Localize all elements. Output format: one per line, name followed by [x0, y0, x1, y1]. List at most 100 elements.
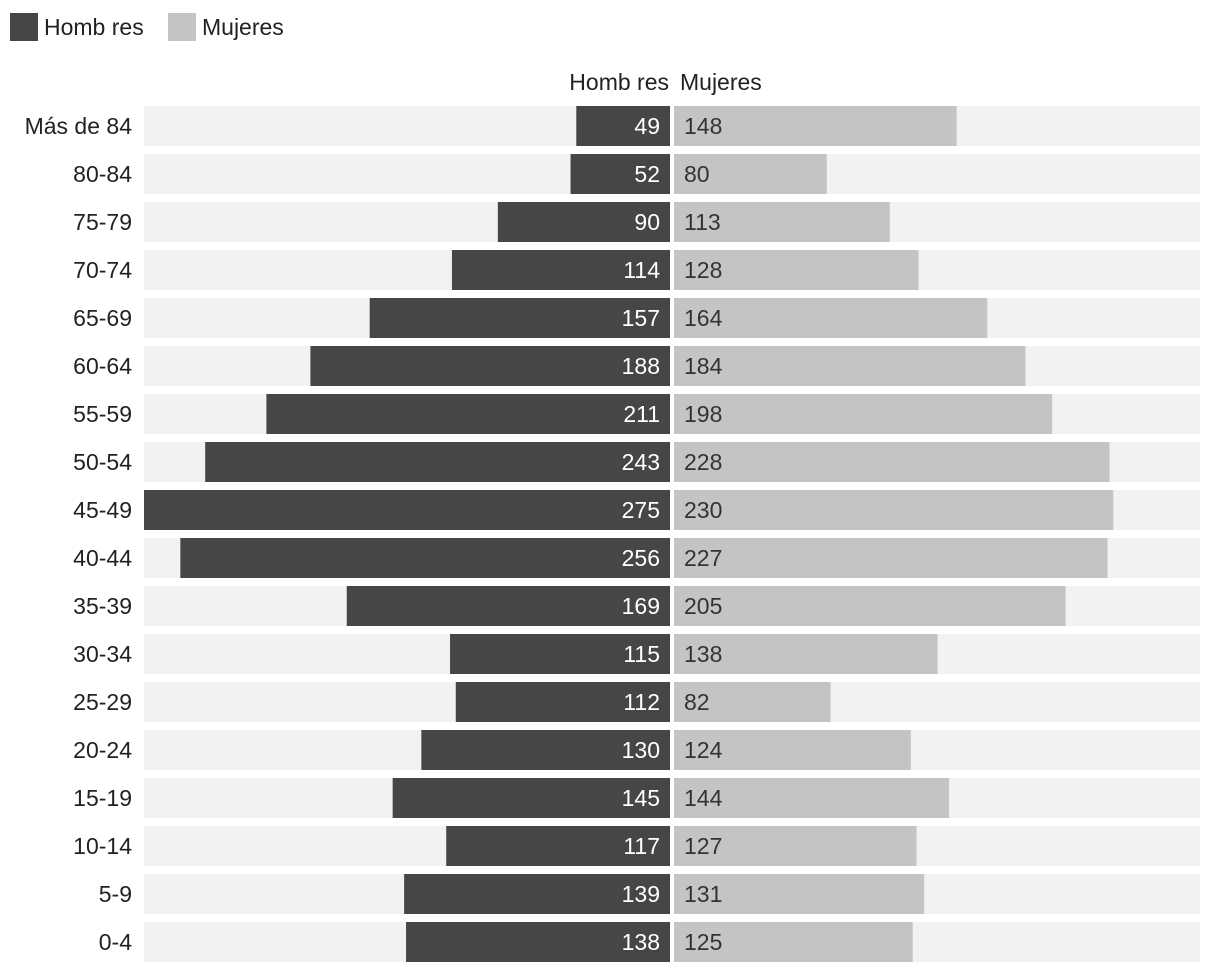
category-label: 20-24 — [73, 737, 132, 763]
legend-label-men: Homb res — [44, 14, 144, 40]
pyramid-row: 20-24 130 124 — [73, 730, 1200, 770]
bar-men[interactable] — [497, 202, 670, 242]
bar-men[interactable] — [421, 730, 670, 770]
bar-women[interactable] — [674, 394, 1053, 434]
value-label-men: 90 — [634, 209, 660, 235]
category-label: 65-69 — [73, 305, 132, 331]
bar-women[interactable] — [674, 874, 925, 914]
bar-men[interactable] — [392, 778, 670, 818]
value-label-men: 243 — [622, 449, 660, 475]
value-label-men: 115 — [623, 641, 660, 667]
column-header-women: Mujeres — [680, 69, 762, 95]
value-label-men: 49 — [634, 113, 660, 139]
value-label-women: 80 — [684, 161, 710, 187]
value-label-women: 144 — [684, 785, 723, 811]
bar-men[interactable] — [446, 826, 670, 866]
value-label-women: 227 — [684, 545, 722, 571]
legend-label-women: Mujeres — [202, 14, 284, 40]
bar-women[interactable] — [674, 154, 827, 194]
bar-women[interactable] — [674, 250, 919, 290]
pyramid-row: 15-19 145 144 — [73, 778, 1200, 818]
bar-men[interactable] — [310, 346, 670, 386]
category-label: 5-9 — [99, 881, 132, 907]
value-label-women: 164 — [684, 305, 723, 331]
bar-women[interactable] — [674, 538, 1108, 578]
bar-women[interactable] — [674, 490, 1114, 530]
value-label-women: 113 — [684, 209, 721, 235]
bar-women[interactable] — [674, 826, 917, 866]
value-label-men: 188 — [622, 353, 660, 379]
legend-entry-men[interactable]: Homb res — [10, 13, 144, 41]
bar-women[interactable] — [674, 778, 950, 818]
bar-men[interactable] — [451, 250, 670, 290]
bar-men[interactable] — [205, 442, 670, 482]
bar-women[interactable] — [674, 202, 890, 242]
bar-women[interactable] — [674, 634, 938, 674]
bar-women[interactable] — [674, 682, 831, 722]
value-label-women: 228 — [684, 449, 722, 475]
bar-men[interactable] — [346, 586, 670, 626]
category-label: Más de 84 — [25, 113, 133, 139]
value-label-women: 184 — [684, 353, 723, 379]
category-label: 15-19 — [73, 785, 132, 811]
pyramid-row: 70-74 114 128 — [73, 250, 1200, 290]
value-label-men: 139 — [622, 881, 660, 907]
value-label-women: 128 — [684, 257, 722, 283]
category-label: 40-44 — [73, 545, 132, 571]
category-label: 80-84 — [73, 161, 132, 187]
bar-women[interactable] — [674, 106, 957, 146]
category-label: 10-14 — [73, 833, 132, 859]
bar-men[interactable] — [369, 298, 670, 338]
value-label-women: 198 — [684, 401, 722, 427]
value-label-men: 211 — [623, 401, 660, 427]
pyramid-row: 50-54 243 228 — [73, 442, 1200, 482]
category-label: 0-4 — [99, 929, 132, 955]
bar-women[interactable] — [674, 442, 1110, 482]
value-label-women: 131 — [684, 881, 722, 907]
value-label-men: 138 — [622, 929, 660, 955]
pyramid-row: 10-14 117 127 — [73, 826, 1200, 866]
value-label-men: 117 — [623, 833, 660, 859]
bar-men[interactable] — [144, 490, 670, 530]
pyramid-row: 35-39 169 205 — [73, 586, 1200, 626]
legend-entry-women[interactable]: Mujeres — [168, 13, 284, 41]
pyramid-row: 0-4 138 125 — [99, 922, 1200, 962]
value-label-men: 275 — [622, 497, 660, 523]
category-label: 60-64 — [73, 353, 132, 379]
category-label: 35-39 — [73, 593, 132, 619]
pyramid-row: 80-84 52 80 — [73, 154, 1200, 194]
value-label-women: 148 — [684, 113, 722, 139]
category-label: 55-59 — [73, 401, 132, 427]
pyramid-row: 55-59 211 198 — [73, 394, 1200, 434]
legend-swatch-men — [10, 13, 38, 41]
bar-women[interactable] — [674, 922, 913, 962]
bar-men[interactable] — [180, 538, 671, 578]
bar-men[interactable] — [576, 106, 670, 146]
bar-women[interactable] — [674, 586, 1066, 626]
bar-men[interactable] — [266, 394, 670, 434]
bar-women[interactable] — [674, 298, 988, 338]
bar-women[interactable] — [674, 346, 1026, 386]
pyramid-row: 75-79 90 113 — [73, 202, 1200, 242]
bar-men[interactable] — [450, 634, 670, 674]
category-label: 75-79 — [73, 209, 132, 235]
bar-men[interactable] — [404, 874, 670, 914]
bar-women[interactable] — [674, 730, 911, 770]
bar-men[interactable] — [406, 922, 670, 962]
value-label-men: 112 — [623, 689, 660, 715]
value-label-women: 125 — [684, 929, 722, 955]
bar-men[interactable] — [455, 682, 670, 722]
pyramid-row: 45-49 275 230 — [73, 490, 1200, 530]
category-label: 50-54 — [73, 449, 132, 475]
pyramid-row: Más de 84 49 148 — [25, 106, 1200, 146]
category-label: 70-74 — [73, 257, 132, 283]
pyramid-row: 25-29 112 82 — [73, 682, 1200, 722]
value-label-women: 230 — [684, 497, 722, 523]
chart-rows: Más de 84 49 148 80-84 52 80 75-79 90 113 70-74 11… — [25, 106, 1200, 962]
value-label-women: 82 — [684, 689, 710, 715]
category-label: 30-34 — [73, 641, 132, 667]
bar-men[interactable] — [570, 154, 670, 194]
column-header-men: Homb res — [569, 69, 669, 95]
category-label: 25-29 — [73, 689, 132, 715]
